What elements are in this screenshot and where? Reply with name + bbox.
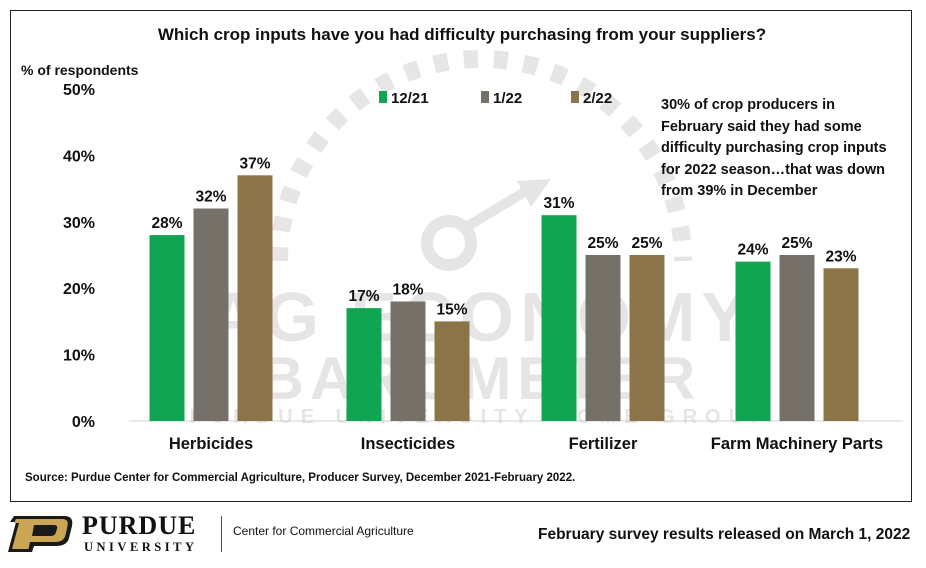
- legend-label: 1/22: [493, 90, 522, 107]
- y-tick-label: 50%: [63, 82, 95, 99]
- y-tick-label: 10%: [63, 348, 95, 365]
- chart-annotation: 30% of crop producers in February said t…: [661, 97, 887, 199]
- bar-chart: AG ECONOMY BAROMETER PURDUE UNIVERSITY ·…: [63, 50, 903, 453]
- chart-title: Which crop inputs have you had difficult…: [157, 25, 767, 44]
- watermark-line2: BAROMETER: [261, 345, 702, 412]
- bar: [193, 208, 229, 421]
- category-label: Fertilizer: [569, 435, 638, 453]
- data-label: 28%: [151, 215, 182, 232]
- category-label: Insecticides: [361, 435, 455, 453]
- footer: PURDUE UNIVERSITY Center for Commercial …: [0, 502, 926, 568]
- data-label: 17%: [348, 288, 379, 305]
- category-label: Farm Machinery Parts: [711, 435, 883, 453]
- data-label: 25%: [781, 235, 812, 252]
- legend-label: 12/21: [391, 90, 429, 107]
- y-tick-label: 0%: [72, 414, 95, 431]
- logo-subtitle: UNIVERSITY: [84, 540, 198, 554]
- bar: [629, 255, 665, 421]
- bar: [237, 175, 273, 421]
- legend-label: 2/22: [583, 90, 612, 107]
- data-label: 24%: [737, 242, 768, 259]
- bar: [823, 268, 859, 421]
- footer-divider: [221, 516, 222, 552]
- bar: [149, 235, 185, 421]
- logo-wordmark: PURDUE: [82, 511, 197, 540]
- bar: [434, 321, 470, 421]
- purdue-p-logo-icon: [8, 516, 73, 552]
- release-note: February survey results released on Marc…: [538, 526, 911, 543]
- category-label: Herbicides: [169, 435, 253, 453]
- data-label: 15%: [436, 301, 467, 318]
- legend: 12/21 1/22 2/22: [379, 90, 612, 107]
- category-labels: Herbicides Insecticides Fertilizer Farm Mac…: [169, 435, 883, 453]
- bar: [390, 301, 426, 421]
- bar: [735, 261, 771, 421]
- legend-swatch: [571, 91, 579, 103]
- legend-swatch: [481, 91, 489, 103]
- data-label: 25%: [587, 235, 618, 252]
- watermark-line3: PURDUE UNIVERSITY · CME GROUP: [190, 406, 773, 428]
- data-labels: 28% 32% 37% 17% 18% 15% 31% 25% 25% 24% 25% 23%: [151, 155, 856, 318]
- data-label: 25%: [631, 235, 662, 252]
- y-tick-label: 40%: [63, 148, 95, 165]
- data-label: 23%: [825, 248, 856, 265]
- source-note: Source: Purdue Center for Commercial Agr…: [25, 472, 576, 484]
- chart-frame: AG ECONOMY BAROMETER PURDUE UNIVERSITY ·…: [10, 10, 912, 502]
- data-label: 32%: [195, 189, 226, 206]
- data-label: 37%: [239, 155, 270, 172]
- center-name: Center for Commercial Agriculture: [233, 524, 414, 538]
- bar: [346, 308, 382, 421]
- bar: [779, 255, 815, 421]
- data-label: 18%: [392, 281, 423, 298]
- y-axis-label: % of respondents: [21, 62, 139, 78]
- y-tick-label: 30%: [63, 215, 95, 232]
- bars: [149, 175, 859, 421]
- bar: [585, 255, 621, 421]
- y-axis: 0% 10% 20% 30% 40% 50%: [63, 82, 95, 431]
- gauge-icon: [270, 50, 692, 271]
- bar: [541, 215, 577, 421]
- legend-swatch: [379, 91, 387, 103]
- y-tick-label: 20%: [63, 281, 95, 298]
- data-label: 31%: [543, 195, 574, 212]
